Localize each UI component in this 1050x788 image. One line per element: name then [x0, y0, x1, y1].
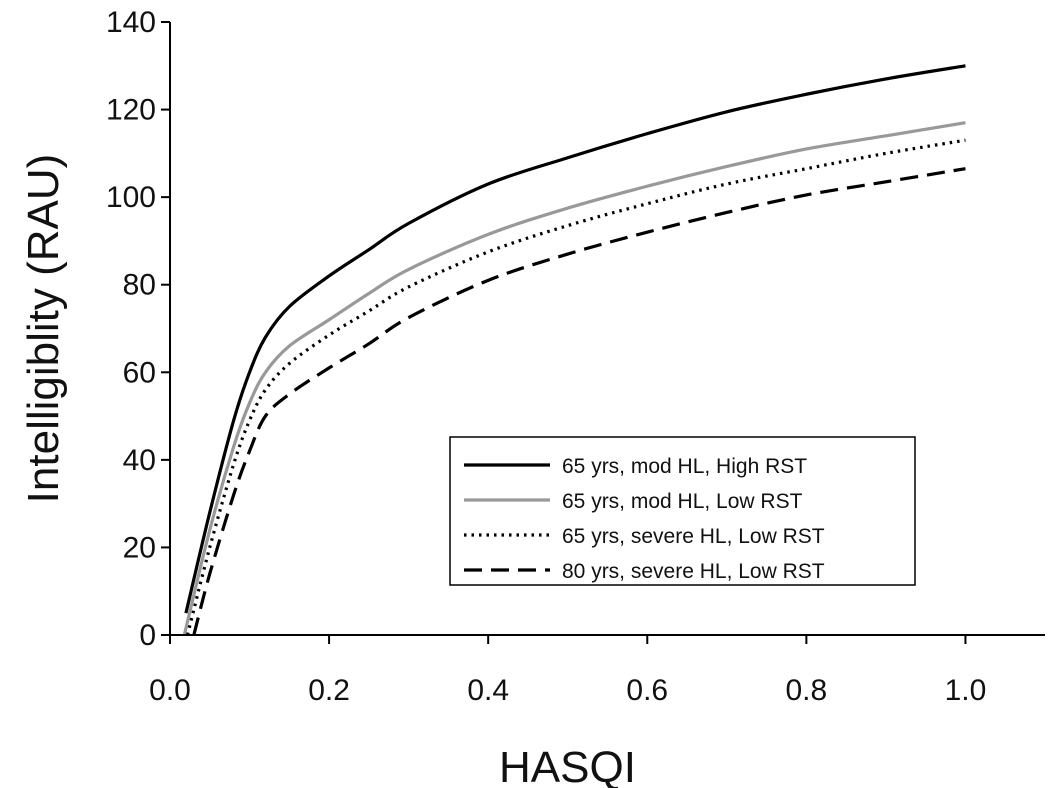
- x-tick-label: 0.6: [626, 674, 668, 707]
- x-tick-label: 0.0: [149, 674, 191, 707]
- x-tick-label: 0.8: [786, 674, 828, 707]
- y-tick-label: 120: [106, 94, 156, 127]
- x-tick-label: 0.2: [308, 674, 350, 707]
- y-tick-label: 140: [106, 6, 156, 39]
- legend: 65 yrs, mod HL, High RST 65 yrs, mod HL, …: [449, 436, 916, 586]
- y-tick-label: 0: [139, 619, 156, 652]
- legend-label-3: 65 yrs, severe HL, Low RST: [562, 525, 825, 548]
- y-axis: 0 20 40 60 80 100 120 140: [106, 6, 170, 652]
- y-tick-label: 60: [123, 356, 156, 389]
- y-axis-title: Intelligiblity (RAU): [19, 154, 68, 504]
- y-tick-label: 20: [123, 531, 156, 564]
- series-line-2: [182, 121, 966, 635]
- series-line-4: [192, 167, 966, 635]
- y-tick-label: 80: [123, 269, 156, 302]
- series-line-3: [185, 138, 966, 635]
- x-tick-label: 1.0: [945, 674, 987, 707]
- plot-frame: [169, 22, 1045, 636]
- legend-label-1: 65 yrs, mod HL, High RST: [562, 455, 807, 478]
- x-axis: 0.0 0.2 0.4 0.6 0.8 1.0: [149, 635, 986, 707]
- series-lines: [182, 64, 966, 635]
- legend-label-2: 65 yrs, mod HL, Low RST: [562, 490, 803, 513]
- y-tick-label: 100: [106, 181, 156, 214]
- y-tick-label: 40: [123, 444, 156, 477]
- legend-label-4: 80 yrs, severe HL, Low RST: [562, 560, 825, 583]
- series-line-1: [184, 64, 966, 614]
- x-tick-label: 0.4: [467, 674, 509, 707]
- x-axis-title: HASQI: [499, 743, 636, 788]
- legend-box: [449, 436, 916, 586]
